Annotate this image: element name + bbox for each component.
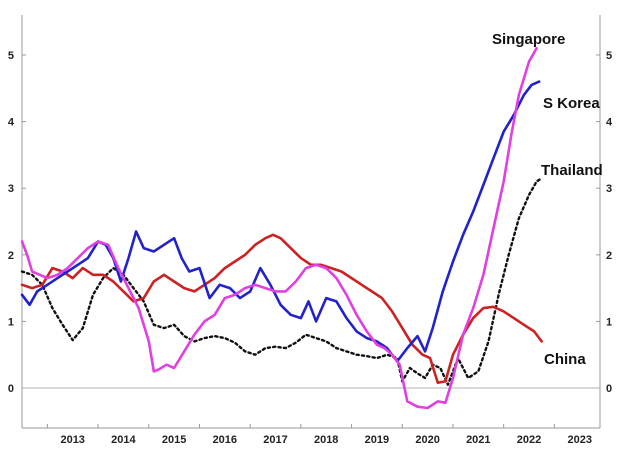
series-lines: [20, 46, 544, 410]
y-tick-labels-right: 0 1 2 3 4 5: [606, 50, 613, 395]
series-line-singapore: [20, 46, 538, 410]
x-tick-labels: 2013 2014 2015 2016 2017 2018 2019 2020 2021 2022…: [60, 434, 592, 446]
x-tick-label: 2019: [365, 434, 389, 446]
y-tick-label-right: 1: [606, 316, 612, 328]
x-tick-label: 2015: [162, 434, 186, 446]
y-tick-label-left: 4: [8, 117, 15, 129]
y-tick-label-right: 2: [606, 250, 612, 262]
y-tick-label-left: 1: [8, 316, 14, 328]
y-tick-labels-left: 0 1 2 3 4 5: [8, 50, 15, 395]
x-tick-label: 2020: [415, 434, 439, 446]
y-tick-label-right: 0: [606, 383, 612, 395]
x-tick-label: 2017: [263, 434, 287, 446]
series-line-thailand: [20, 176, 543, 386]
y-tick-label-left: 0: [8, 383, 14, 395]
series-label-skorea: S Korea: [543, 95, 600, 112]
series-line-s-korea: [20, 80, 541, 363]
x-tick-label: 2021: [466, 434, 490, 446]
x-tick-label: 2013: [60, 434, 84, 446]
series-label-china: China: [544, 351, 586, 368]
y-tick-label-left: 5: [8, 50, 14, 62]
series-line-china: [20, 233, 544, 385]
y-tick-label-right: 5: [606, 50, 612, 62]
series-label-singapore: Singapore: [492, 31, 565, 48]
y-tick-label-right: 3: [606, 183, 612, 195]
x-tick-label: 2016: [213, 434, 237, 446]
x-tick-label: 2014: [111, 434, 136, 446]
series-label-thailand: Thailand: [541, 162, 603, 179]
y-tick-label-left: 3: [8, 183, 14, 195]
axis-ticks: [22, 54, 600, 428]
y-tick-label-left: 2: [8, 250, 14, 262]
y-tick-label-right: 4: [606, 117, 613, 129]
x-tick-label: 2023: [567, 434, 591, 446]
x-tick-label: 2022: [517, 434, 541, 446]
x-tick-label: 2018: [314, 434, 338, 446]
